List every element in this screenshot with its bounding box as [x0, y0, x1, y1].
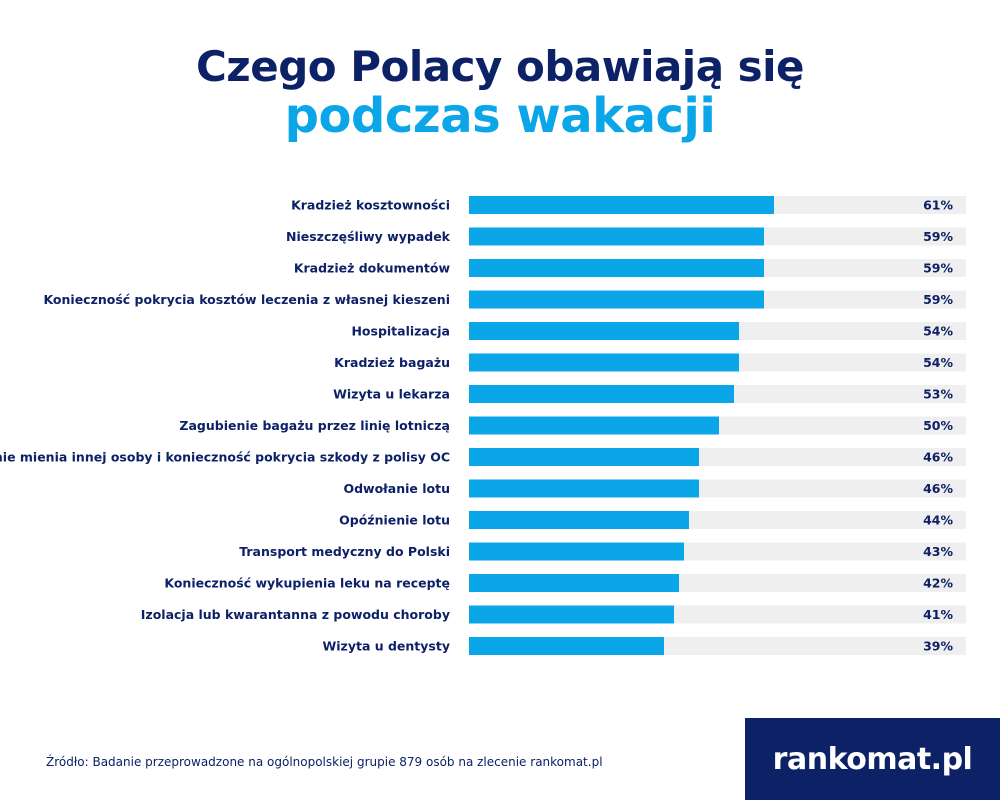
value-label: 54% [923, 355, 953, 370]
bar [469, 385, 734, 403]
value-label: 44% [923, 513, 953, 528]
value-label: 59% [923, 229, 953, 244]
category-label: Nieszczęśliwy wypadek [286, 229, 451, 244]
bar [469, 196, 774, 214]
category-label: Kradzież kosztowności [291, 198, 450, 213]
value-label: 50% [923, 418, 953, 433]
category-label: Wizyta u lekarza [333, 387, 450, 402]
category-label: Hospitalizacja [351, 324, 450, 339]
source-note: Źródło: Badanie przeprowadzone na ogólno… [46, 755, 603, 769]
bar [469, 574, 679, 592]
bar [469, 511, 689, 529]
value-label: 46% [923, 481, 953, 496]
value-label: 59% [923, 261, 953, 276]
bar [469, 637, 664, 655]
chart-title: Czego Polacy obawiają się [195, 42, 805, 91]
bar [469, 227, 764, 246]
category-label: Uszkodzenie mienia innej osoby i koniecz… [0, 450, 450, 465]
bar [469, 448, 699, 466]
category-label: Konieczność wykupienia leku na receptę [164, 576, 450, 591]
value-label: 42% [923, 576, 953, 591]
bar [469, 322, 739, 340]
category-label: Izolacja lub kwarantanna z powodu chorob… [141, 607, 450, 622]
value-label: 59% [923, 292, 953, 307]
brand-logo-text: rankomat.pl [772, 741, 973, 777]
value-label: 41% [923, 607, 953, 622]
brand-logo: rankomat.pl [745, 718, 1000, 800]
value-label: 43% [923, 544, 953, 559]
value-label: 39% [923, 639, 953, 654]
category-label: Kradzież bagażu [334, 355, 450, 370]
value-label: 53% [923, 387, 953, 402]
category-label: Wizyta u dentysty [322, 639, 450, 654]
chart-subtitle: podczas wakacji [284, 88, 716, 144]
bar [469, 479, 699, 498]
bar [469, 290, 764, 309]
category-label: Opóźnienie lotu [339, 513, 450, 528]
value-label: 54% [923, 324, 953, 339]
bar [469, 605, 674, 624]
value-label: 46% [923, 450, 953, 465]
bar [469, 353, 739, 372]
category-label: Transport medyczny do Polski [239, 544, 450, 559]
bar [469, 542, 684, 561]
bar [469, 259, 764, 277]
category-label: Odwołanie lotu [343, 481, 450, 496]
category-label: Kradzież dokumentów [294, 261, 451, 276]
category-label: Konieczność pokrycia kosztów leczenia z … [43, 292, 450, 307]
category-label: Zagubienie bagażu przez linię lotniczą [179, 418, 450, 433]
bar [469, 416, 719, 435]
value-label: 61% [923, 198, 953, 213]
